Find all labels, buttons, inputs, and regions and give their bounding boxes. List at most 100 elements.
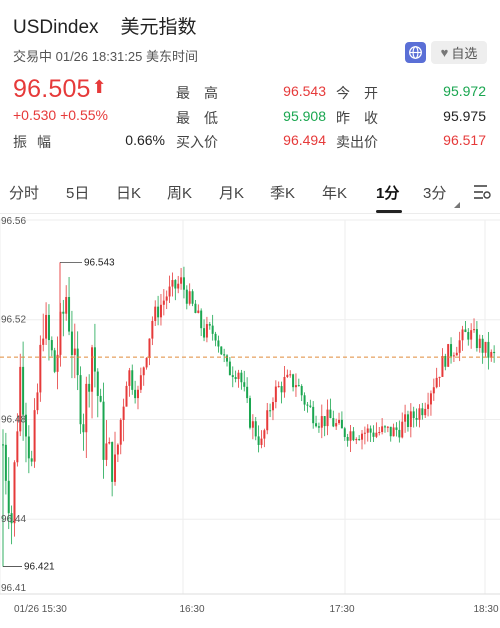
high-annotation-label: 96.543 — [84, 257, 115, 268]
tab-monthly-k[interactable]: 月K — [219, 185, 245, 202]
tab-intraday[interactable]: 分时 — [9, 185, 40, 202]
candle-body — [406, 414, 409, 427]
amplitude-value: 0.66% — [125, 132, 165, 148]
candle-body — [277, 386, 280, 388]
candle-body — [335, 423, 338, 427]
tab-weekly-k[interactable]: 周K — [167, 185, 193, 202]
candle-body — [203, 328, 206, 338]
last-price: 96.505⬆ — [13, 75, 107, 104]
candle-body — [125, 385, 128, 407]
candle-body — [185, 289, 188, 304]
candle-body — [116, 444, 119, 455]
high-label: 最 高 — [176, 85, 218, 101]
candle-body — [237, 372, 240, 379]
candle-body — [68, 297, 71, 332]
candle-body — [461, 329, 464, 341]
tab-daily-k[interactable]: 日K — [116, 185, 142, 202]
tab-3min[interactable]: 3分 — [423, 185, 447, 202]
candle-body — [13, 462, 16, 524]
low-annotation-label: 96.421 — [24, 562, 55, 573]
candle-body — [200, 310, 203, 329]
candle-body — [263, 430, 266, 439]
active-tab-indicator — [376, 210, 402, 213]
candle-body — [168, 286, 171, 297]
add-favorite-button[interactable]: ♥ 自选 — [431, 41, 487, 64]
open-value: 95.972 — [443, 83, 486, 99]
settings-icon[interactable] — [472, 183, 492, 201]
tab-yearly-k[interactable]: 年K — [322, 185, 348, 202]
amplitude-label: 振幅 — [13, 134, 61, 150]
candle-body — [381, 426, 384, 433]
candle-body — [88, 383, 91, 392]
candle-body — [154, 306, 157, 321]
candle-body — [323, 416, 326, 427]
candle-body — [490, 351, 493, 358]
candle-body — [303, 395, 306, 405]
candle-body — [493, 351, 496, 354]
low-value: 95.908 — [283, 108, 326, 124]
candle-body — [157, 306, 160, 318]
candle-body — [386, 426, 389, 428]
candle-body — [197, 310, 200, 313]
candle-body — [306, 404, 309, 406]
candle-body — [76, 348, 79, 376]
candle-body — [427, 404, 430, 409]
candle-body — [27, 436, 30, 459]
candle-body — [151, 320, 154, 339]
candle-body — [62, 311, 65, 314]
candle-body — [171, 280, 174, 287]
candle-body — [254, 421, 257, 437]
candlestick-chart[interactable]: 96.543 96.421 96.56 96.52 96.48 96.44 96.41 0… — [0, 214, 500, 628]
candle-body — [102, 401, 105, 460]
candle-body — [145, 357, 148, 368]
candle-body — [211, 325, 214, 334]
candle-body — [363, 432, 366, 434]
candle-body — [464, 329, 467, 333]
candle-body — [383, 426, 386, 428]
candle-body — [329, 409, 332, 419]
candle-body — [415, 418, 418, 420]
tab-1min[interactable]: 1分 — [376, 185, 400, 202]
tab-5day[interactable]: 5日 — [66, 185, 90, 202]
y-tick-label: 96.48 — [1, 414, 26, 425]
tab-quarterly-k[interactable]: 季K — [270, 185, 296, 202]
candle-body — [7, 480, 10, 514]
candle-body — [378, 432, 381, 434]
candle-body — [70, 331, 73, 355]
candle-body — [65, 297, 68, 314]
candle-body — [30, 458, 33, 462]
candle-body — [349, 431, 352, 441]
heart-icon: ♥ — [440, 45, 449, 60]
candle-body — [220, 346, 223, 355]
candle-body — [317, 426, 320, 428]
candle-body — [119, 419, 122, 445]
prev-close-value: 95.975 — [443, 108, 486, 124]
candle-body — [292, 374, 295, 388]
candle-body — [73, 348, 76, 355]
globe-button[interactable] — [405, 42, 426, 63]
quote-header: USDindex 美元指数 交易中 01/26 18:31:25 美东时间 ♥ 自… — [0, 0, 500, 170]
candle-body — [338, 419, 341, 424]
candle-body — [260, 438, 263, 445]
candle-body — [82, 424, 85, 433]
candle-body — [249, 398, 251, 428]
candle-body — [188, 291, 191, 304]
candle-body — [481, 338, 484, 353]
candle-body — [447, 344, 450, 367]
candle-body — [231, 375, 234, 378]
x-tick-label: 17:30 — [329, 604, 354, 615]
candle-body — [191, 291, 194, 304]
candle-body — [297, 385, 300, 387]
globe-icon — [409, 46, 422, 59]
candle-body — [128, 370, 131, 386]
candle-body — [243, 382, 246, 387]
candle-body — [205, 324, 208, 338]
candle-body — [280, 386, 283, 393]
open-label: 今 开 — [336, 85, 378, 101]
candle-body — [4, 444, 7, 481]
candle-body — [421, 408, 424, 416]
price-change: +0.530 +0.55% — [13, 107, 108, 123]
candle-body — [226, 355, 229, 362]
candle-body — [24, 414, 27, 437]
candle-body — [266, 410, 269, 431]
